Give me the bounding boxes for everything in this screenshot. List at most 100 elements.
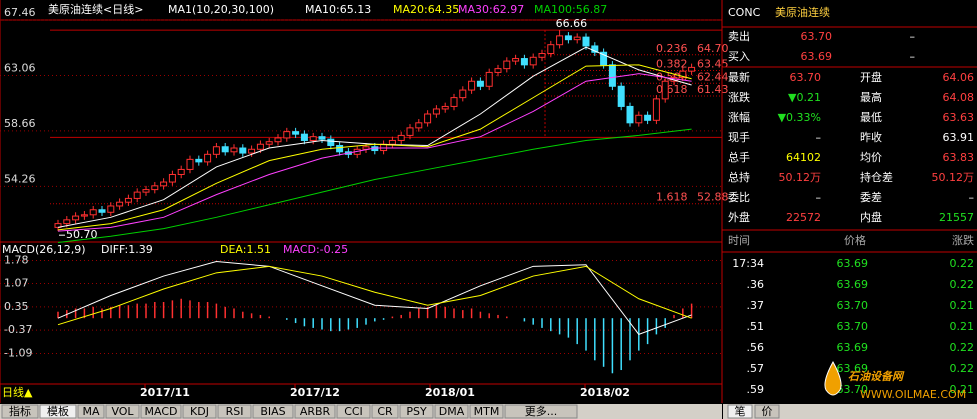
tab-label[interactable]: MACD: [145, 405, 178, 418]
candle-body: [600, 51, 608, 66]
candle-body: [679, 70, 687, 78]
high-label: 66.66: [556, 17, 588, 30]
tab-label[interactable]: DMA: [439, 405, 465, 418]
trade-price: 63.69: [837, 278, 869, 291]
stat-value: 63.63: [943, 111, 975, 124]
candle-body: [494, 68, 502, 73]
tab-label[interactable]: 更多...: [525, 404, 558, 418]
stat-label: 最新: [728, 70, 750, 84]
trade-change: 0.22: [950, 257, 975, 270]
tab[interactable]: [182, 404, 217, 419]
tab[interactable]: [77, 404, 105, 419]
watermark-icon: [824, 360, 842, 396]
candle-body: [116, 201, 124, 207]
stat-value: 64102: [786, 151, 821, 164]
candle-body: [661, 80, 669, 100]
tab-label[interactable]: VOL: [111, 405, 134, 418]
tab[interactable]: [217, 404, 252, 419]
trade-time: .36: [747, 278, 765, 291]
candle-body: [406, 127, 414, 136]
ma-line: [57, 73, 692, 232]
tab[interactable]: [252, 404, 294, 419]
y-tick-label: 63.06: [4, 61, 36, 74]
ma-line: [57, 128, 692, 244]
tab[interactable]: [399, 404, 434, 419]
tab-label[interactable]: BIAS: [260, 405, 285, 418]
tab[interactable]: [434, 404, 469, 419]
candle-body: [248, 148, 256, 154]
tab[interactable]: [754, 404, 780, 419]
candle-body: [204, 153, 212, 163]
tab[interactable]: [39, 404, 77, 419]
stat-label: 总持: [728, 170, 750, 184]
tab-label[interactable]: ARBR: [300, 405, 331, 418]
tab[interactable]: [140, 404, 182, 419]
candle-body: [529, 56, 537, 66]
date-label: 2017/12: [290, 386, 340, 399]
macd-legend: DIFF:1.39: [101, 243, 153, 256]
candle-body: [617, 85, 625, 107]
tab-label[interactable]: PSY: [406, 405, 427, 418]
date-label: 2018/01: [425, 386, 475, 399]
tab[interactable]: [1, 404, 39, 419]
macd-tick-label: -1.09: [4, 347, 32, 360]
tab-label[interactable]: MA: [82, 405, 99, 418]
stat-label: 涨幅: [728, 111, 750, 124]
fib-ratio: 1.618: [656, 191, 688, 204]
stat-label: 总手: [728, 150, 750, 164]
candle-body: [160, 181, 168, 187]
candle-body: [388, 139, 396, 145]
tab-label[interactable]: 价: [762, 405, 773, 418]
ma-legend: MA100:56.87: [534, 3, 607, 16]
tab[interactable]: [371, 404, 399, 419]
candle-body: [195, 158, 203, 163]
stat-value: ▼0.21: [788, 91, 821, 104]
tab[interactable]: [469, 404, 504, 419]
y-tick-label: 67.46: [4, 6, 36, 19]
trade-price: 63.69: [837, 362, 869, 375]
tab-label[interactable]: 指标: [9, 404, 31, 418]
tab-label[interactable]: 笔: [735, 404, 746, 418]
tab[interactable]: [294, 404, 336, 419]
tab-label[interactable]: MTM: [474, 405, 500, 418]
candle-body: [177, 168, 185, 175]
tab-label[interactable]: CR: [377, 405, 393, 418]
candle-body: [582, 36, 590, 47]
fib-ratio: 0.618: [656, 83, 688, 96]
tab[interactable]: [727, 404, 753, 419]
candle-body: [441, 105, 449, 110]
candle-body: [221, 146, 229, 153]
macd-tick-label: -0.37: [4, 323, 32, 336]
candle-body: [503, 60, 511, 70]
fib-price: 64.70: [697, 42, 729, 55]
tab-bar: [723, 404, 977, 419]
candle-body: [608, 64, 616, 87]
book-label: 卖出: [728, 29, 750, 43]
candle-body: [652, 98, 660, 121]
macd-legend: DEA:1.51: [220, 243, 271, 256]
tab[interactable]: [105, 404, 140, 419]
trade-header: 时间: [728, 234, 750, 247]
trade-change: 0.22: [950, 341, 975, 354]
candle-body: [230, 147, 238, 153]
stat-label: 昨收: [860, 130, 882, 144]
trade-price: 63.70: [837, 383, 869, 396]
candle-body: [151, 185, 159, 191]
candle-body: [547, 44, 555, 55]
candle-body: [476, 80, 484, 87]
stat-label: 委比: [728, 191, 750, 204]
stat-value: 64.08: [943, 91, 975, 104]
candle-body: [520, 58, 528, 66]
tab[interactable]: [336, 404, 371, 419]
y-tick-label: 58.66: [4, 117, 36, 130]
tab-label[interactable]: KDJ: [190, 405, 209, 418]
tab-label[interactable]: 模板: [47, 404, 69, 418]
tab[interactable]: [504, 404, 578, 419]
candle-body: [485, 71, 493, 87]
symbol: CONC: [728, 6, 761, 19]
trade-change: 0.21: [950, 320, 975, 333]
tab-label[interactable]: RSI: [226, 405, 244, 418]
tab-label[interactable]: CCI: [344, 405, 363, 418]
fib-ratio: 0.236: [656, 42, 688, 55]
